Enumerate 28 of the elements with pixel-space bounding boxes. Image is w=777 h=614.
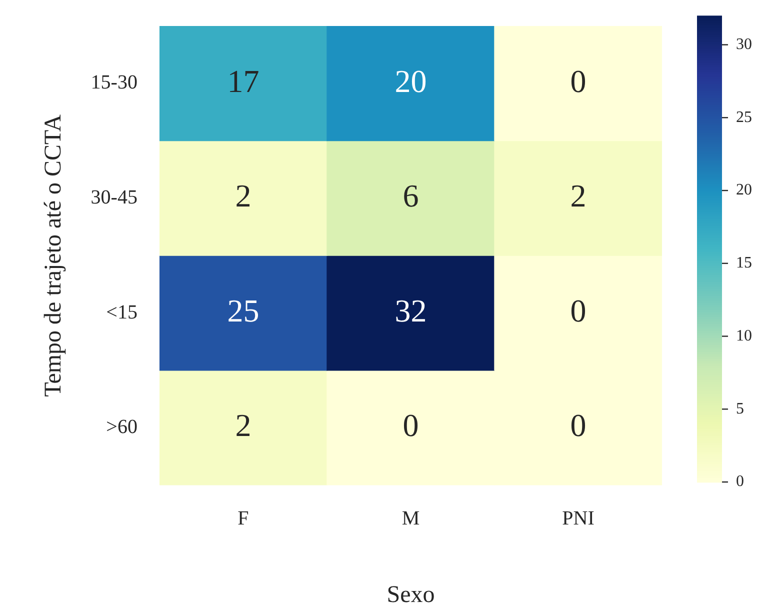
x-tick-label: F — [238, 507, 249, 530]
y-axis-title: Tempo de trajeto até o CCTA — [40, 114, 67, 397]
data-label: 0 — [570, 62, 586, 99]
y-tick-label: 15-30 — [90, 72, 138, 94]
y-tick-label: <15 — [106, 301, 138, 324]
data-label: 6 — [402, 178, 419, 214]
color-bar-label: 10 — [736, 327, 752, 344]
data-label: 0 — [570, 292, 586, 328]
data-label: 2 — [235, 178, 252, 214]
data-label: 2 — [570, 178, 586, 214]
color-bar-label: 0 — [736, 473, 744, 490]
data-label: 0 — [570, 407, 586, 444]
data-label: 2 — [235, 407, 252, 444]
data-label: 17 — [227, 62, 260, 99]
data-label: 25 — [227, 292, 260, 328]
x-axis-title: Sexo — [386, 582, 435, 608]
color-bar-label: 30 — [736, 36, 752, 53]
color-bar-label: 20 — [736, 182, 752, 199]
color-bar-label: 15 — [736, 254, 752, 272]
y-tick-label: >60 — [106, 416, 138, 438]
data-label: 0 — [402, 407, 419, 444]
x-tick-label: M — [402, 507, 420, 530]
data-label: 32 — [394, 292, 427, 328]
data-label: 20 — [394, 62, 427, 99]
color-bar-label: 25 — [736, 108, 752, 126]
y-tick-label: 30-45 — [90, 186, 138, 208]
x-tick-label: PNI — [562, 507, 594, 530]
color-bar-label: 5 — [736, 400, 744, 418]
